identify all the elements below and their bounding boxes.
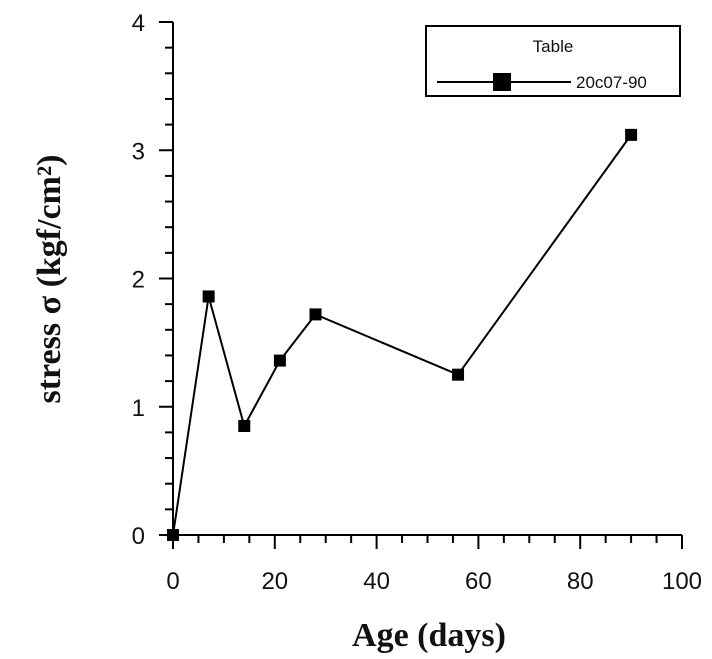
y-tick-label: 4	[132, 10, 145, 37]
legend-title: Table	[533, 37, 574, 56]
legend-entry-label: 20c07-90	[576, 73, 647, 92]
y-tick-label: 1	[132, 395, 145, 422]
ticks	[159, 21, 683, 549]
x-tick-label: 0	[166, 568, 179, 595]
y-tick-label: 3	[132, 138, 145, 165]
legend-marker-square	[493, 73, 511, 91]
data-point	[273, 354, 286, 367]
series-layer	[167, 128, 638, 541]
data-point	[452, 368, 465, 381]
tick-labels: 0 20 40 60 80 100 0 1 2 3 4	[132, 10, 702, 595]
data-point	[238, 419, 251, 432]
data-point	[202, 290, 215, 303]
axes	[172, 22, 682, 536]
y-axis-title: stress σ (kgf/cm²)	[31, 154, 68, 403]
x-tick-label: 20	[261, 568, 288, 595]
data-point	[309, 308, 322, 321]
x-tick-label: 40	[363, 568, 390, 595]
y-tick-label: 0	[132, 523, 145, 550]
series-line	[172, 134, 632, 536]
legend-box	[425, 25, 681, 97]
legend: Table 20c07-90	[425, 25, 681, 97]
x-axis-title: Age (days)	[352, 617, 506, 654]
x-tick-label: 80	[567, 568, 594, 595]
data-point	[625, 128, 638, 141]
x-tick-label: 60	[465, 568, 492, 595]
x-tick-label: 100	[662, 568, 702, 595]
data-point	[167, 529, 179, 541]
y-tick-label: 2	[132, 267, 145, 294]
